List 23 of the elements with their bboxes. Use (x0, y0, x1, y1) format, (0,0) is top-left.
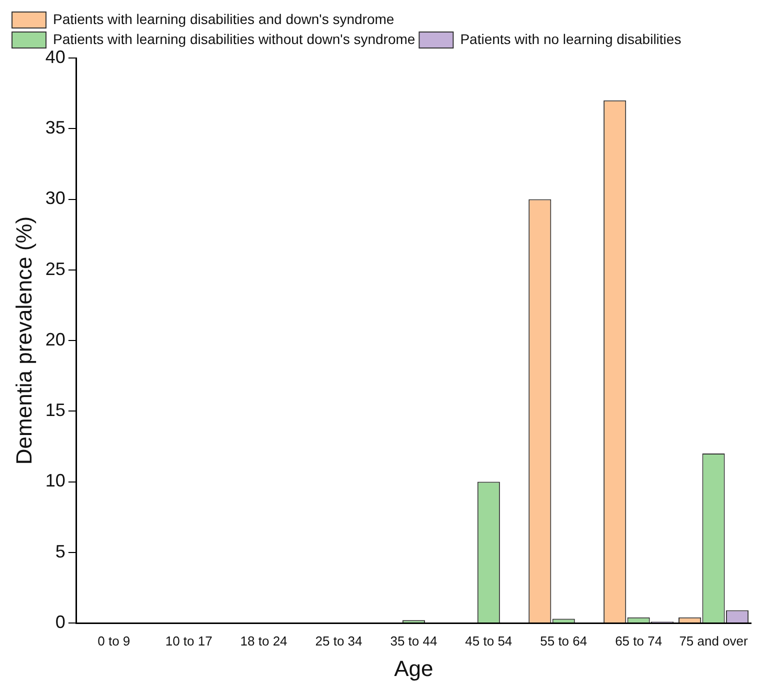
legend-label: Patients with learning disabilities and down's syndrome (53, 10, 394, 27)
y-tick-label: 15 (45, 400, 66, 420)
y-tick-label: 10 (45, 470, 66, 491)
y-axis-title: Dementia prevalence (%) (11, 216, 36, 465)
x-tick-label: 18 to 24 (240, 633, 288, 648)
y-tick-label: 0 (55, 612, 66, 632)
y-tick-label: 30 (45, 188, 66, 208)
y-tick-label: 25 (45, 258, 66, 279)
legend-label: Patients with learning disabilities without down's syndrome (53, 30, 416, 47)
x-tick-label: 25 to 34 (315, 633, 362, 648)
y-tick-label: 35 (45, 118, 66, 138)
x-tick-label: 55 to 64 (540, 633, 588, 648)
x-tick-label: 45 to 54 (465, 633, 512, 648)
x-tick-label: 0 to 9 (98, 633, 130, 648)
x-tick-label: 35 to 44 (390, 633, 438, 648)
y-tick-label: 20 (45, 329, 66, 350)
y-tick-label: 5 (55, 541, 66, 562)
x-tick-label: 75 and over (679, 633, 749, 648)
x-tick-label: 10 to 17 (165, 633, 212, 648)
y-tick-label: 40 (45, 46, 66, 67)
x-axis-title: Age (394, 656, 434, 681)
legend-label: Patients with no learning disabilities (460, 30, 682, 47)
x-tick-label: 65 to 74 (615, 633, 662, 648)
